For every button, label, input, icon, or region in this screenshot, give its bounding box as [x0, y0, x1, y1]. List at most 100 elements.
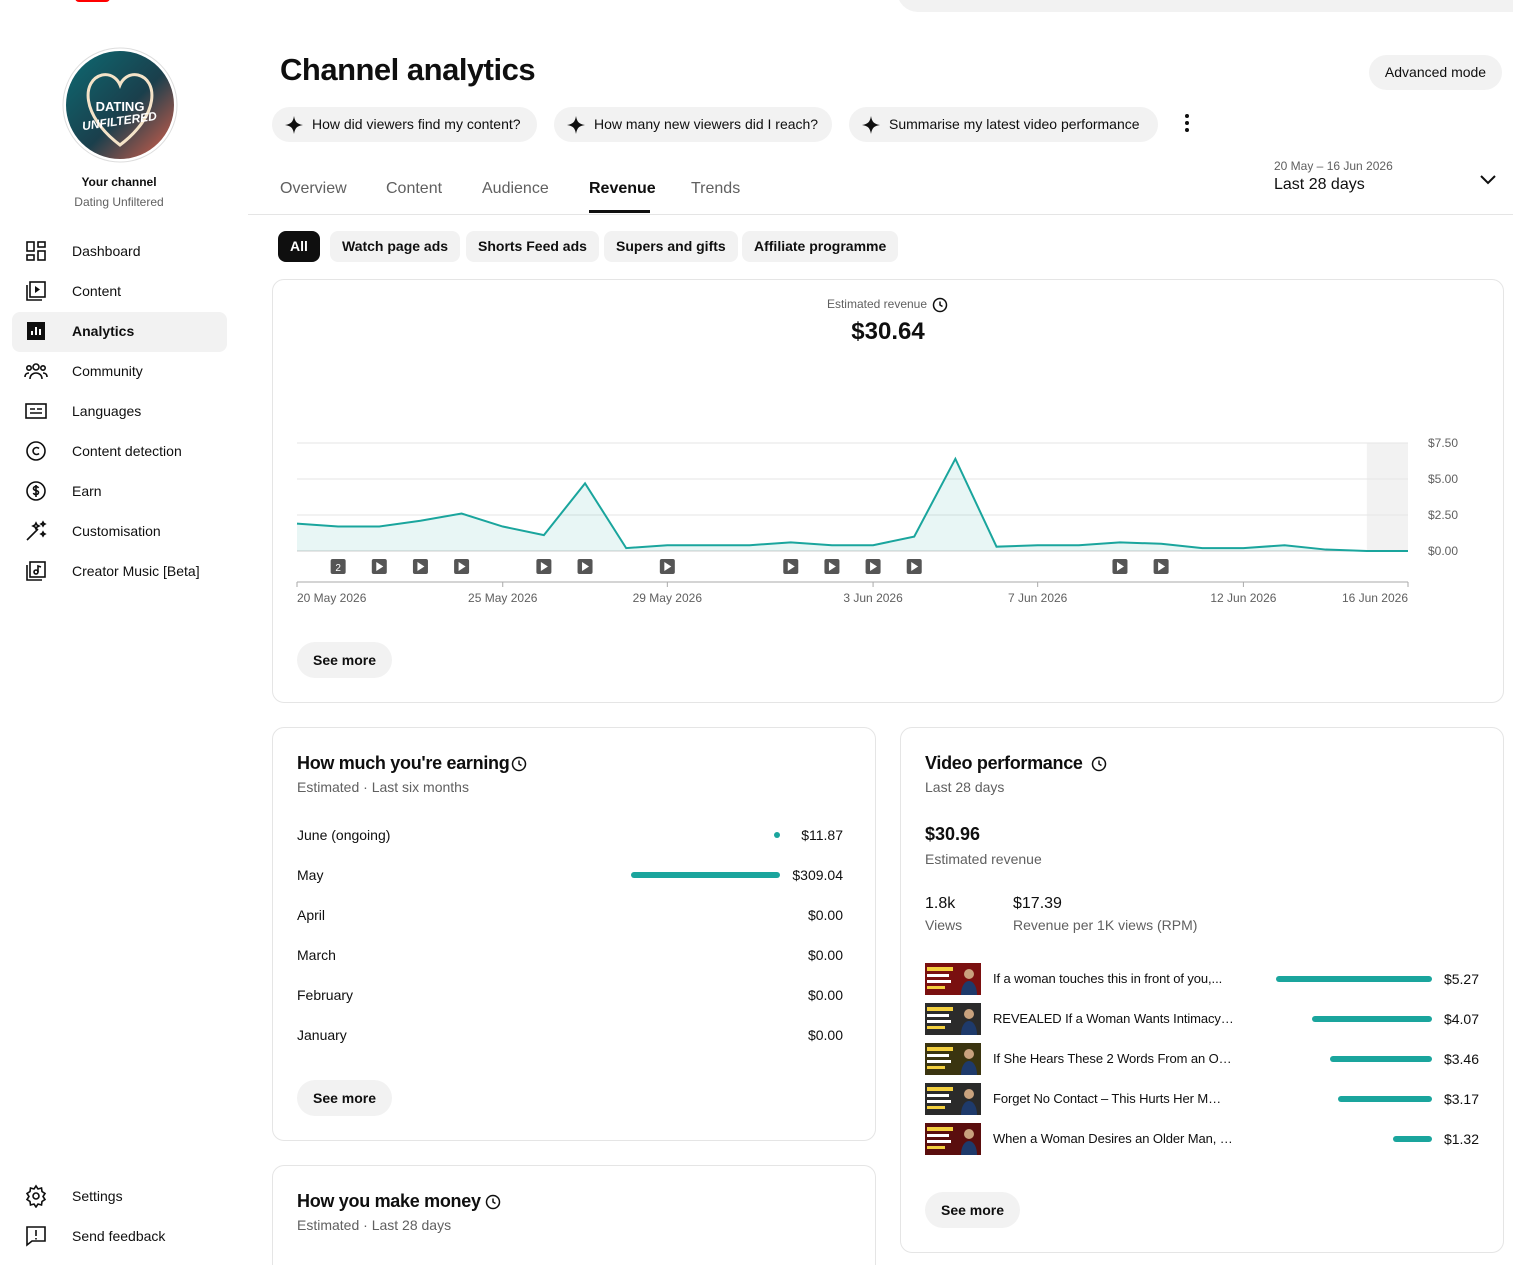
- nav-icon: [26, 281, 46, 301]
- prompt-text[interactable]: How did viewers find my content?: [312, 116, 521, 132]
- search-bar[interactable]: [897, 0, 1513, 12]
- play-icon: [1116, 562, 1124, 571]
- channel-name: Dating Unfiltered: [74, 195, 164, 209]
- earnings-value: $0.00: [807, 1027, 843, 1043]
- filter-chip[interactable]: All: [278, 231, 320, 262]
- nav-item[interactable]: Customisation: [72, 523, 161, 539]
- video-title[interactable]: Forget No Contact – This Hurts Her M…: [993, 1091, 1221, 1106]
- prompt-chip[interactable]: [554, 107, 832, 142]
- nav-item[interactable]: Dashboard: [72, 243, 141, 259]
- card-subtitle: Last 28 days: [925, 779, 1005, 795]
- date-range: 20 May – 16 Jun 2026: [1274, 159, 1393, 173]
- nav-highlight: [12, 312, 227, 352]
- prompt-text[interactable]: Summarise my latest video performance: [889, 116, 1140, 132]
- video-bar: [1311, 1016, 1432, 1022]
- video-value: $3.46: [1443, 1051, 1479, 1067]
- video-thumbnail: [925, 963, 981, 995]
- nav-item[interactable]: Content detection: [72, 443, 182, 459]
- month-label: January: [297, 1027, 347, 1043]
- channel-label: Your channel: [81, 175, 157, 189]
- today-shade: [1366, 443, 1408, 551]
- card-title: Video performance: [925, 753, 1083, 773]
- clock-icon: [511, 756, 527, 772]
- card-title: How much you're earning: [297, 753, 510, 773]
- play-icon: [664, 562, 672, 571]
- play-icon: [417, 562, 425, 571]
- filter-chip[interactable]: Shorts Feed ads: [466, 231, 599, 262]
- video-thumbnail: [925, 1003, 981, 1035]
- video-card: [900, 727, 1504, 1253]
- prompt-chip[interactable]: [272, 107, 537, 142]
- channel-logo: DATING UNFILTERED: [62, 47, 178, 163]
- y-tick-label: $2.50: [1428, 508, 1458, 522]
- money-card: [272, 1165, 876, 1265]
- play-icon: [540, 562, 548, 571]
- rpm-value: $17.39: [1013, 895, 1062, 912]
- see-more-button[interactable]: See more: [925, 1192, 1021, 1228]
- nav-item[interactable]: Creator Music [Beta]: [72, 563, 200, 579]
- tab[interactable]: Content: [386, 180, 443, 197]
- nav-icon: [25, 1184, 47, 1208]
- see-more-button[interactable]: See more: [297, 642, 393, 678]
- nav-item[interactable]: Content: [72, 283, 122, 299]
- earnings-card: [272, 727, 876, 1141]
- video-title[interactable]: If She Hears These 2 Words From an O…: [993, 1051, 1232, 1066]
- filter-chip[interactable]: Supers and gifts: [604, 231, 738, 262]
- nav-icon: [26, 481, 46, 501]
- tab[interactable]: Audience: [482, 180, 549, 197]
- tab[interactable]: Revenue: [589, 180, 656, 197]
- chart-title: Estimated revenue: [826, 297, 928, 311]
- line: [296, 456, 1408, 552]
- tab-underline: [589, 210, 650, 213]
- nav-item[interactable]: Earn: [72, 483, 102, 499]
- earnings-value: $0.00: [807, 907, 843, 923]
- video-thumbnail: [925, 1123, 981, 1155]
- nav-icon: [26, 441, 46, 461]
- sparkle-icon: [285, 116, 303, 134]
- tab[interactable]: Overview: [280, 180, 347, 197]
- video-bar: [1276, 976, 1432, 982]
- prompt-chip[interactable]: [849, 107, 1158, 142]
- video-title[interactable]: When a Woman Desires an Older Man, …: [993, 1131, 1233, 1146]
- month-label: June (ongoing): [297, 827, 391, 843]
- clock-icon: [1091, 756, 1107, 772]
- earnings-value: $11.87: [801, 827, 843, 843]
- video-thumbnail: [925, 1083, 981, 1115]
- nav-icon: [26, 1226, 46, 1247]
- earnings-value: $0.00: [807, 987, 843, 1003]
- clock-icon: [485, 1194, 501, 1210]
- video-title[interactable]: If a woman touches this in front of you,…: [993, 971, 1223, 986]
- clock-icon: [932, 297, 948, 313]
- area-fill: [297, 458, 1408, 551]
- video-title[interactable]: REVEALED If a Woman Wants Intimacy…: [993, 1011, 1234, 1026]
- nav-item[interactable]: Settings: [72, 1188, 123, 1204]
- y-tick-label: $5.00: [1428, 472, 1458, 486]
- play-icon: [458, 562, 466, 571]
- filter-chip[interactable]: Affiliate programme: [742, 231, 899, 262]
- chart-headline: $30.64: [851, 318, 925, 345]
- tab[interactable]: Trends: [691, 180, 741, 197]
- x-tick-label: 29 May 2026: [633, 591, 703, 605]
- sparkle-icon: [862, 116, 880, 134]
- play-icon: [1158, 562, 1166, 571]
- nav-icon: [24, 363, 48, 380]
- y-tick-label: $0.00: [1428, 544, 1458, 558]
- more-icon: [1185, 114, 1189, 132]
- nav-item[interactable]: Languages: [72, 403, 142, 419]
- nav-icon: [26, 520, 47, 541]
- play-icon: [787, 562, 795, 571]
- prompt-text[interactable]: How many new viewers did I reach?: [594, 116, 819, 132]
- nav-item[interactable]: Send feedback: [72, 1228, 166, 1244]
- nav-item[interactable]: Analytics: [72, 323, 135, 339]
- nav-item[interactable]: Community: [72, 363, 143, 379]
- nav-icon: [26, 241, 46, 261]
- video-bar: [1329, 1056, 1432, 1062]
- x-tick-label: 20 May 2026: [297, 591, 367, 605]
- nav-icon: [26, 561, 46, 581]
- see-more-button[interactable]: See more: [297, 1080, 393, 1116]
- card-subtitle: Estimated · Last 28 days: [297, 1217, 452, 1233]
- advanced-mode-button[interactable]: Advanced mode: [1369, 55, 1502, 90]
- filter-chip[interactable]: Watch page ads: [330, 231, 461, 262]
- revenue-total: $30.96: [925, 824, 981, 844]
